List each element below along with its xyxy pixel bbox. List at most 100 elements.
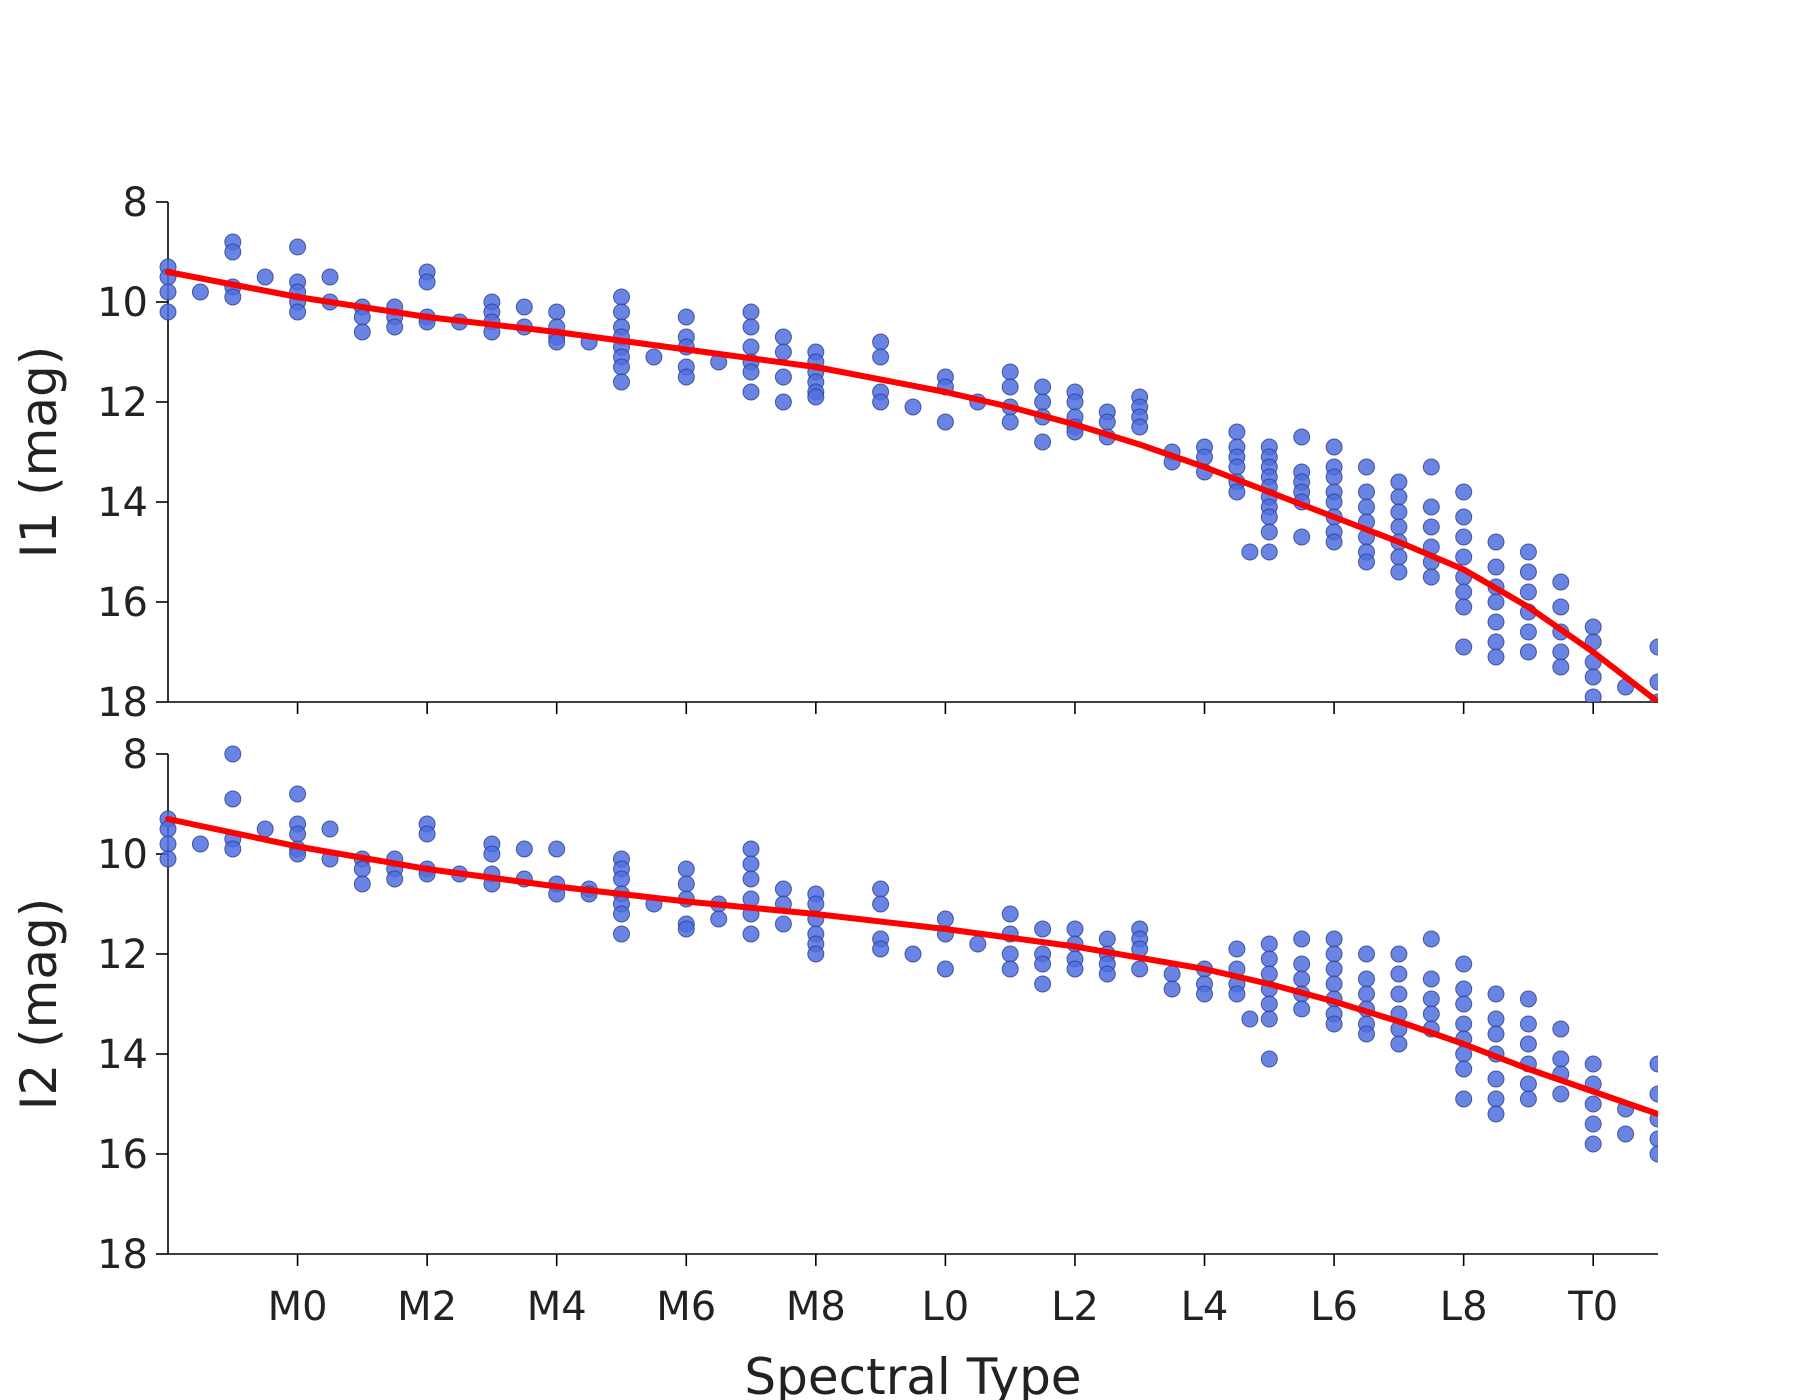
- data-point: [1552, 1085, 1570, 1103]
- data-point: [710, 910, 728, 928]
- data-point: [1260, 965, 1278, 983]
- data-point: [613, 303, 630, 321]
- data-point: [1001, 945, 1019, 963]
- data-point: [1241, 543, 1259, 561]
- data-point: [1260, 995, 1278, 1013]
- data-point: [1422, 1005, 1440, 1023]
- data-point: [224, 790, 242, 808]
- x-tick-label: L6: [1310, 1284, 1358, 1330]
- data-point: [1519, 990, 1537, 1008]
- data-point: [872, 348, 890, 366]
- data-point: [1325, 960, 1343, 978]
- data-point: [1228, 940, 1246, 958]
- data-point: [1260, 508, 1278, 526]
- data-point: [159, 835, 177, 853]
- data-point: [1487, 558, 1505, 576]
- data-point: [1358, 945, 1375, 963]
- data-point: [1519, 1090, 1537, 1108]
- x-tick-label: M2: [397, 1284, 457, 1330]
- data-point: [677, 368, 695, 386]
- data-point: [1358, 970, 1375, 988]
- data-point: [742, 870, 760, 888]
- data-point: [1422, 990, 1440, 1008]
- data-point: [1390, 563, 1408, 581]
- data-point: [1487, 985, 1505, 1003]
- data-point: [904, 398, 922, 416]
- data-point: [1649, 638, 1658, 656]
- data-point: [1358, 483, 1375, 501]
- data-point: [1584, 618, 1602, 636]
- fit-line-i1: [165, 269, 1658, 702]
- data-point: [774, 343, 792, 361]
- data-point: [321, 820, 339, 838]
- data-point: [353, 875, 371, 893]
- data-point: [1034, 975, 1052, 993]
- data-point: [191, 283, 209, 301]
- data-point: [872, 393, 890, 411]
- data-point: [1034, 955, 1052, 973]
- data-point: [1584, 1135, 1602, 1153]
- data-point: [1390, 548, 1408, 566]
- data-point: [289, 785, 307, 803]
- data-point: [742, 925, 760, 943]
- data-point: [1358, 498, 1375, 516]
- data-point: [1293, 930, 1311, 948]
- data-point: [159, 820, 177, 838]
- x-tick-label: L8: [1440, 1284, 1488, 1330]
- y-tick-label: 12: [97, 380, 148, 426]
- data-point: [1422, 930, 1440, 948]
- data-point: [1358, 1025, 1375, 1043]
- x-tick-label: M0: [268, 1284, 328, 1330]
- data-point: [1422, 458, 1440, 476]
- y-tick-label: 12: [97, 932, 148, 978]
- data-point: [1519, 623, 1537, 641]
- data-point: [515, 298, 533, 316]
- x-tick-label: T0: [1567, 1284, 1618, 1330]
- data-point: [1455, 995, 1473, 1013]
- data-point: [774, 328, 792, 346]
- data-point: [1455, 980, 1473, 998]
- data-point: [353, 323, 371, 341]
- data-point: [224, 745, 242, 763]
- data-point: [1325, 438, 1343, 456]
- data-point: [1260, 935, 1278, 953]
- data-point: [1552, 643, 1570, 661]
- data-point: [1001, 905, 1019, 923]
- data-point: [677, 860, 695, 878]
- data-point: [1617, 1125, 1635, 1143]
- data-point: [1552, 1020, 1570, 1038]
- data-point: [1390, 488, 1408, 506]
- data-point: [386, 318, 404, 336]
- data-point: [1260, 1050, 1278, 1068]
- data-point: [1260, 543, 1278, 561]
- data-point: [1358, 985, 1375, 1003]
- scatter-points-i2: [159, 745, 1658, 1163]
- data-point: [774, 880, 792, 898]
- data-point: [677, 308, 695, 326]
- data-point: [1390, 503, 1408, 521]
- data-point: [807, 388, 825, 406]
- data-point: [1325, 930, 1343, 948]
- data-point: [1325, 468, 1343, 486]
- data-point: [548, 303, 566, 321]
- data-point: [289, 238, 307, 256]
- data-point: [1293, 1000, 1311, 1018]
- y-tick-label: 16: [97, 580, 148, 626]
- data-point: [353, 308, 371, 326]
- x-axis-title: Spectral Type: [744, 1348, 1081, 1400]
- data-point: [1487, 593, 1505, 611]
- data-point: [1390, 985, 1408, 1003]
- data-point: [1487, 1010, 1505, 1028]
- data-point: [548, 840, 566, 858]
- data-point: [872, 895, 890, 913]
- data-point: [774, 393, 792, 411]
- data-point: [1487, 1090, 1505, 1108]
- data-point: [1422, 970, 1440, 988]
- data-point: [1487, 1105, 1505, 1123]
- data-point: [1390, 945, 1408, 963]
- data-point: [872, 880, 890, 898]
- data-point: [742, 383, 760, 401]
- data-point: [613, 905, 630, 923]
- data-point: [1196, 985, 1213, 1003]
